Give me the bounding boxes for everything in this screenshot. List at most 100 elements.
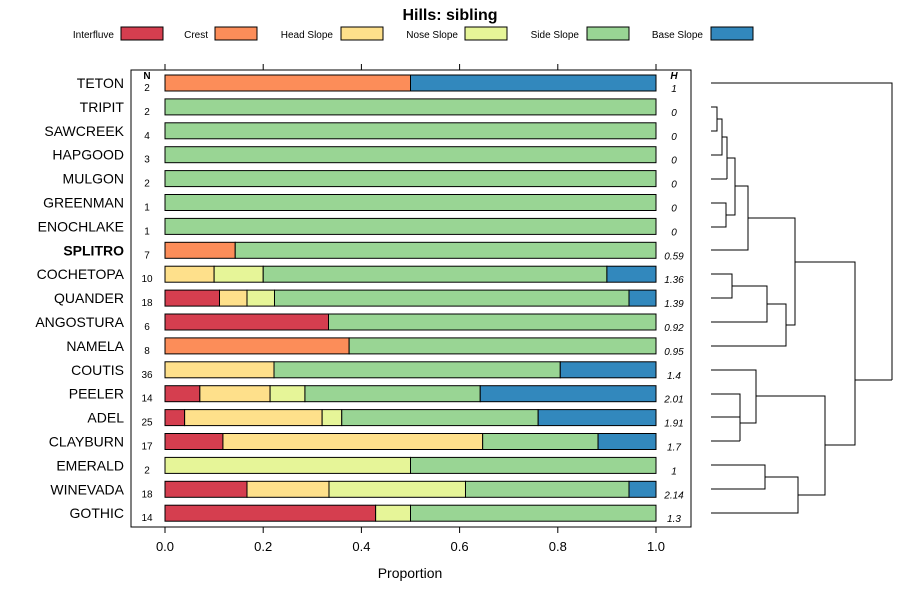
bar-row-tripit	[164, 98, 657, 116]
legend-swatch-interfluve	[120, 26, 164, 41]
legend-label-interfluve: Interfluve	[73, 30, 115, 41]
bar-segment-peeler-nose-slope	[269, 385, 306, 403]
bar-segment-splitro-crest	[164, 241, 236, 259]
bar-segment-cochetopa-nose-slope	[213, 265, 264, 283]
row-label-angostura: ANGOSTURA	[35, 314, 124, 330]
bar-row-emerald	[164, 456, 657, 474]
n-value-peeler: 14	[141, 394, 153, 405]
dendrogram-branch-teton	[711, 82, 893, 380]
n-value-adel: 25	[141, 418, 153, 429]
bar-row-sawcreek	[164, 122, 657, 140]
row-label-peeler: PEELER	[69, 386, 124, 402]
bar-segment-coutis-base-slope	[559, 361, 657, 379]
bar-row-enochlake	[164, 217, 657, 235]
bar-row-angostura	[164, 313, 657, 331]
bar-segment-namela-crest	[164, 337, 350, 355]
x-tick-label: 0.2	[254, 539, 272, 554]
bar-row-greenman	[164, 194, 657, 211]
row-label-cochetopa: COCHETOPA	[37, 266, 125, 282]
row-label-greenman: GREENMAN	[43, 195, 124, 211]
h-value-emerald: 1	[671, 466, 677, 477]
bar-segment-teton-base-slope	[410, 74, 657, 92]
row-label-clayburn: CLAYBURN	[49, 434, 124, 450]
bar-row-namela	[164, 337, 657, 355]
h-header: H	[670, 71, 678, 82]
bars	[164, 74, 657, 522]
bar-row-cochetopa	[164, 265, 657, 283]
legend-label-head-slope: Head Slope	[281, 30, 334, 41]
n-value-clayburn: 17	[141, 442, 153, 453]
bar-segment-angostura-interfluve	[164, 313, 330, 331]
n-value-gothic: 14	[141, 513, 153, 524]
bar-segment-winevada-base-slope	[628, 480, 657, 498]
h-value-adel: 1.91	[664, 419, 683, 430]
row-label-teton: TETON	[77, 75, 124, 91]
n-value-hapgood: 3	[144, 155, 150, 166]
n-value-cochetopa: 10	[141, 274, 153, 285]
n-value-teton: 2	[144, 83, 150, 94]
h-value-gothic: 1.3	[667, 514, 681, 525]
h-value-coutis: 1.4	[667, 371, 681, 382]
bar-segment-quander-side-slope	[273, 289, 630, 307]
n-value-coutis: 36	[141, 370, 153, 381]
bar-segment-greenman-side-slope	[164, 194, 657, 211]
legend-label-base-slope: Base Slope	[652, 30, 704, 41]
row-label-splitro: SPLITRO	[63, 242, 124, 258]
n-value-splitro: 7	[144, 250, 150, 261]
bar-segment-cochetopa-base-slope	[606, 265, 657, 283]
h-value-angostura: 0.92	[664, 323, 684, 334]
bar-segment-clayburn-head-slope	[222, 433, 484, 450]
plot-frame	[130, 69, 692, 528]
n-value-emerald: 2	[144, 465, 150, 476]
dendrogram-branch-namela	[711, 303, 787, 347]
bar-segment-emerald-nose-slope	[164, 456, 411, 474]
row-label-winevada: WINEVADA	[50, 481, 124, 497]
bar-segment-winevada-nose-slope	[328, 480, 466, 498]
dendrogram-branch-hapgood-join	[722, 136, 728, 179]
bar-segment-coutis-side-slope	[273, 361, 561, 379]
dendrogram-branch-root	[795, 261, 856, 446]
bar-row-splitro	[164, 241, 657, 259]
row-label-adel: ADEL	[87, 410, 124, 426]
dendrogram-branch-angostura	[711, 285, 768, 323]
bar-row-clayburn	[164, 433, 657, 450]
bar-segment-gothic-side-slope	[410, 504, 657, 522]
row-label-sawcreek: SAWCREEK	[44, 123, 124, 139]
bar-segment-adel-base-slope	[537, 409, 657, 427]
bar-segment-hapgood-side-slope	[164, 146, 657, 164]
bar-segment-winevada-interfluve	[164, 480, 248, 498]
bar-segment-peeler-base-slope	[479, 385, 657, 403]
bar-segment-namela-side-slope	[348, 337, 657, 355]
bar-row-peeler	[164, 385, 657, 403]
h-value-teton: 1	[671, 84, 677, 95]
row-label-coutis: COUTIS	[71, 362, 124, 378]
x-tick-label: 0.8	[549, 539, 567, 554]
h-value-peeler: 2.01	[663, 395, 683, 406]
bar-segment-peeler-side-slope	[304, 385, 481, 403]
bar-segment-cochetopa-head-slope	[164, 265, 215, 283]
dendrogram-branch-lower-join	[756, 395, 826, 496]
bar-segment-winevada-head-slope	[246, 480, 330, 498]
n-value-mulgon: 2	[144, 179, 150, 190]
dendrogram-branch-cochetopa-quander	[711, 273, 733, 299]
row-label-namela: NAMELA	[66, 338, 124, 354]
h-value-cochetopa: 1.36	[664, 275, 684, 286]
h-value-quander: 1.39	[664, 299, 684, 310]
legend-swatch-crest	[214, 26, 258, 41]
x-tick-label: 1.0	[647, 539, 665, 554]
dendrogram-branch-peeler-adel	[711, 393, 741, 418]
bar-row-hapgood	[164, 146, 657, 164]
bar-segment-angostura-side-slope	[328, 313, 657, 331]
bar-row-mulgon	[164, 170, 657, 188]
row-label-tripit: TRIPIT	[80, 99, 125, 115]
bar-segment-adel-side-slope	[341, 409, 539, 427]
n-value-tripit: 2	[144, 107, 150, 118]
x-tick-label: 0.4	[352, 539, 370, 554]
dendrogram-branch-emerald-winevada	[711, 464, 766, 490]
bar-segment-quander-interfluve	[164, 289, 221, 307]
bar-row-quander	[164, 289, 657, 307]
bar-row-coutis	[164, 361, 657, 379]
row-label-gothic: GOTHIC	[70, 505, 124, 521]
h-value-enochlake: 0	[671, 227, 677, 238]
